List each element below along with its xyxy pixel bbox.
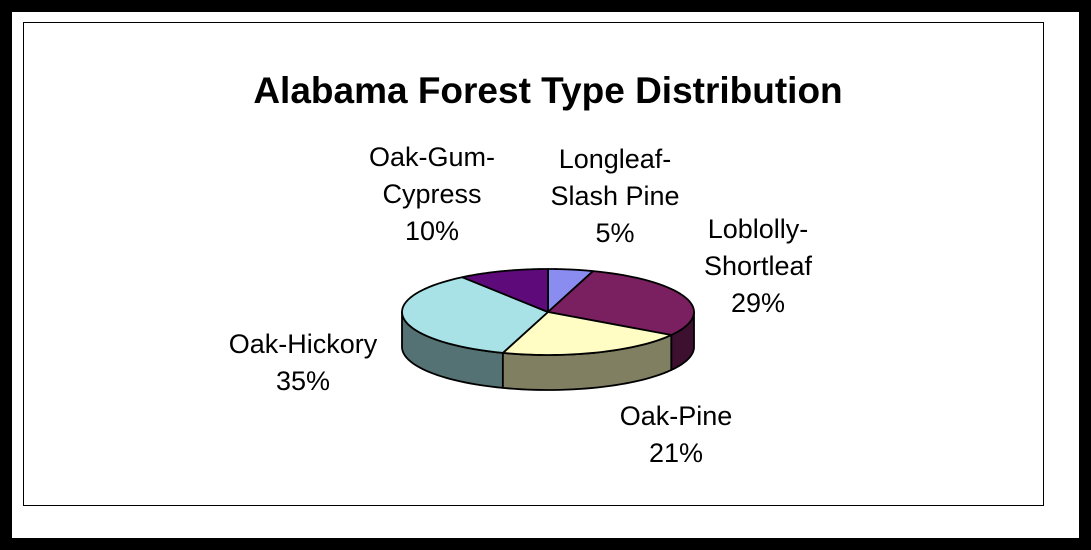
pie-slice-oak-hickory — [401, 276, 549, 354]
pie-slice-oak-gum-cypress — [461, 268, 549, 313]
data-label-percent-loblolly-shortleaf: 29% — [731, 288, 785, 318]
data-label-category-oak-pine: Oak-Pine — [620, 401, 733, 431]
pie-slice-oak-pine — [501, 311, 673, 356]
data-label-percent-oak-gum-cypress: 10% — [405, 216, 459, 246]
label-layer: Longleaf- Slash Pine 5% Loblolly- Shortleaf 2… — [229, 142, 813, 468]
data-label-category-longleaf-slash-pine: Slash Pine — [550, 181, 679, 211]
pie-layer — [401, 268, 695, 391]
data-label-category-loblolly-shortleaf: Shortleaf — [704, 251, 813, 281]
data-label-category-oak-gum-cypress: Oak-Gum- — [369, 142, 495, 172]
data-label-category-loblolly-shortleaf: Loblolly- — [708, 214, 809, 244]
data-label-percent-oak-hickory: 35% — [276, 366, 330, 396]
data-label-percent-longleaf-slash-pine: 5% — [595, 218, 634, 248]
data-label-category-oak-gum-cypress: Cypress — [382, 179, 481, 209]
chart-area-border — [23, 22, 1044, 506]
data-label-category-longleaf-slash-pine: Longleaf- — [559, 144, 672, 174]
data-label-category-oak-hickory: Oak-Hickory — [229, 329, 378, 359]
chart-title: Alabama Forest Type Distribution — [253, 70, 842, 111]
pie-slice-loblolly-shortleaf — [547, 270, 695, 336]
data-label-percent-oak-pine: 21% — [649, 438, 703, 468]
